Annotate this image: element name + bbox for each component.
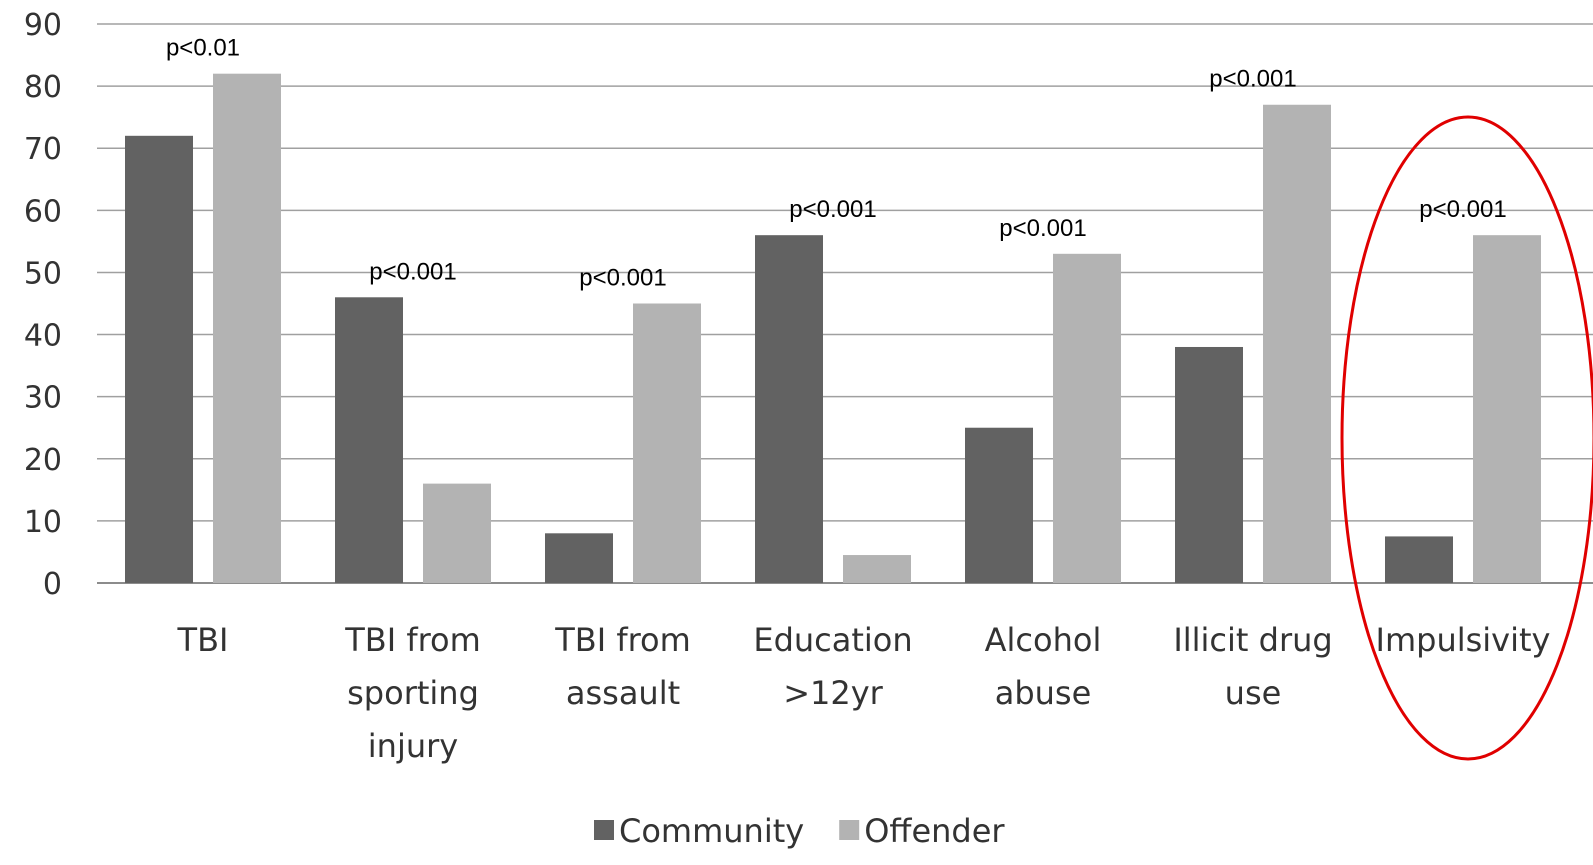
- category-label: Education >12yr: [753, 621, 912, 712]
- category-label-line: sporting: [347, 674, 479, 712]
- p-value-label: p<0.001: [999, 215, 1086, 242]
- p-value-label: p<0.001: [1209, 66, 1296, 93]
- category-label-line: use: [1225, 674, 1282, 712]
- bar-offender: [1473, 235, 1541, 583]
- bar-community: [335, 297, 403, 583]
- bar-offender: [843, 555, 911, 583]
- bar-offender: [1053, 253, 1121, 584]
- category-label: TBI from sporting injury: [344, 621, 481, 765]
- category-label: Alcohol abuse: [985, 621, 1102, 712]
- category-label-line: TBI: [177, 621, 229, 659]
- p-value-label: p<0.001: [369, 258, 456, 285]
- category-label-line: abuse: [995, 674, 1092, 712]
- category-label-line: assault: [566, 674, 680, 712]
- y-tick-label: 80: [24, 70, 62, 105]
- y-tick-label: 50: [24, 256, 62, 291]
- category-label-line: TBI from: [554, 621, 691, 659]
- bars: [125, 73, 1541, 584]
- legend: Community Offender: [594, 812, 1005, 850]
- y-tick-label: 0: [43, 567, 62, 602]
- y-tick-label: 40: [24, 319, 62, 354]
- y-axis-tick-labels: 0 10 20 30 40 50 60 70 80 90: [24, 8, 62, 602]
- category-label-line: TBI from: [344, 621, 481, 659]
- bar-offender: [1263, 104, 1331, 583]
- y-tick-label: 30: [24, 381, 62, 416]
- category-label-line: >12yr: [783, 674, 883, 712]
- category-labels: TBI TBI from sporting injury TBI from assault…: [177, 621, 1551, 765]
- legend-swatch-offender: [839, 820, 860, 840]
- bar-community: [1175, 346, 1243, 583]
- y-tick-label: 20: [24, 443, 62, 478]
- category-label: TBI from assault: [554, 621, 691, 712]
- p-value-label: p<0.001: [789, 196, 876, 223]
- y-tick-label: 10: [24, 505, 62, 540]
- p-value-label: p<0.01: [166, 35, 240, 62]
- category-label: TBI: [177, 621, 229, 659]
- bar-community: [125, 135, 193, 584]
- p-value-label: p<0.001: [579, 265, 666, 292]
- highlight-annotation: [1340, 115, 1593, 761]
- category-label-line: Alcohol: [985, 621, 1102, 659]
- legend-label-offender: Offender: [864, 812, 1005, 850]
- bar-offender: [423, 483, 491, 583]
- bar-community: [545, 533, 613, 583]
- p-value-annotations: p<0.01 p<0.001 p<0.001 p<0.001 p<0.001 p<0.00…: [166, 35, 1507, 292]
- p-value-label: p<0.001: [1419, 196, 1506, 223]
- legend-swatch-community: [594, 820, 614, 840]
- category-label: Illicit drug use: [1173, 621, 1332, 712]
- legend-label-community: Community: [619, 812, 804, 850]
- y-tick-label: 70: [24, 132, 62, 167]
- category-label-line: Impulsivity: [1376, 621, 1551, 659]
- category-label-line: injury: [368, 727, 458, 765]
- bar-community: [755, 235, 823, 583]
- bar-offender: [633, 303, 701, 583]
- bar-community: [965, 427, 1033, 583]
- bar-offender: [213, 73, 281, 583]
- category-label-line: Illicit drug: [1173, 621, 1332, 659]
- bar-community: [1385, 536, 1453, 583]
- gridlines: [97, 23, 1593, 584]
- y-tick-label: 60: [24, 194, 62, 229]
- category-label-line: Education: [753, 621, 912, 659]
- category-label: Impulsivity: [1376, 621, 1551, 659]
- y-tick-label: 90: [24, 8, 62, 43]
- highlight-ellipse: [1340, 115, 1593, 761]
